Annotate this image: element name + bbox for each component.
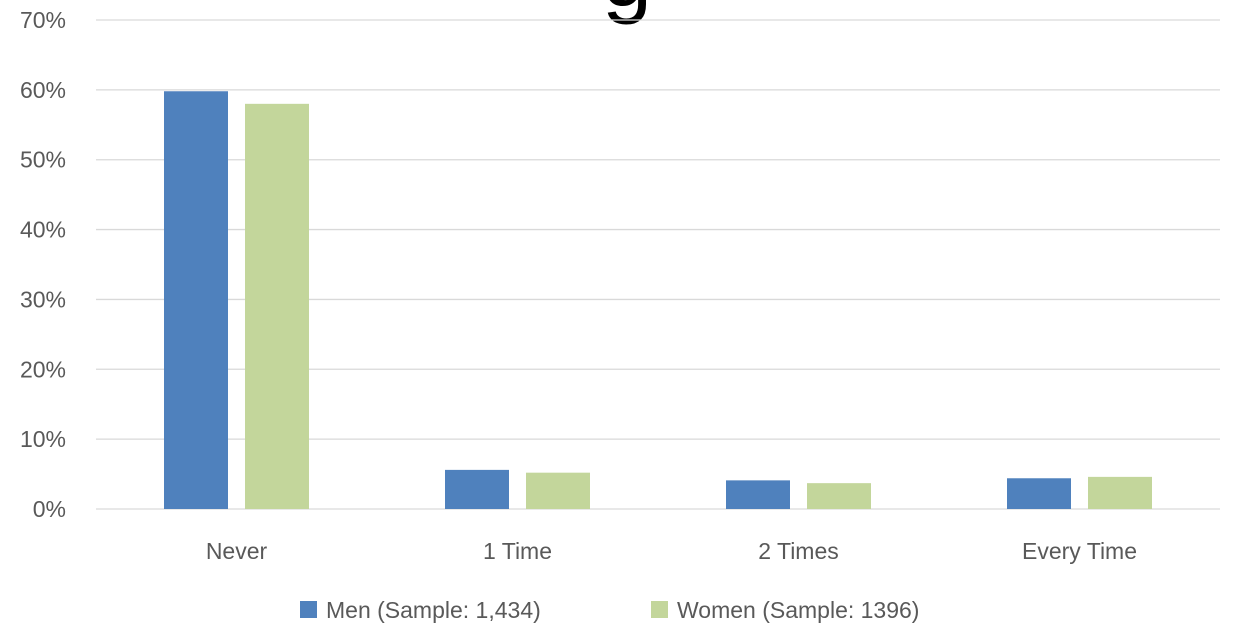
x-tick-label: Every Time (1022, 538, 1137, 564)
y-tick-label: 0% (33, 496, 66, 522)
legend-label-men: Men (Sample: 1,434) (326, 597, 541, 623)
y-tick-label: 70% (20, 7, 66, 33)
y-tick-label: 20% (20, 356, 66, 382)
bar-women-3 (1088, 476, 1152, 509)
bar-men-3 (1007, 478, 1071, 509)
y-axis-tick-labels: 0% 10% 20% 30% 40% 50% 60% 70% (20, 7, 66, 522)
bar-women-2 (807, 483, 871, 509)
chart-title-fragment: g (602, 0, 652, 26)
y-tick-label: 50% (20, 147, 66, 173)
bar-men-0 (164, 91, 228, 510)
y-tick-label: 30% (20, 286, 66, 312)
bar-men-1 (445, 469, 509, 509)
x-tick-label: 1 Time (483, 538, 552, 564)
bar-women-1 (526, 472, 590, 509)
bar-men-2 (726, 480, 790, 509)
legend-swatch-women (651, 601, 668, 618)
bars (164, 91, 1152, 510)
x-tick-label: Never (206, 538, 268, 564)
y-tick-label: 60% (20, 77, 66, 103)
bar-women-0 (245, 103, 309, 509)
legend: Men (Sample: 1,434) Women (Sample: 1396) (300, 597, 919, 623)
x-axis-tick-labels: Never 1 Time 2 Times Every Time (206, 538, 1137, 564)
x-tick-label: 2 Times (758, 538, 839, 564)
y-tick-label: 10% (20, 426, 66, 452)
legend-label-women: Women (Sample: 1396) (677, 597, 919, 623)
y-tick-label: 40% (20, 217, 66, 243)
legend-swatch-men (300, 601, 317, 618)
